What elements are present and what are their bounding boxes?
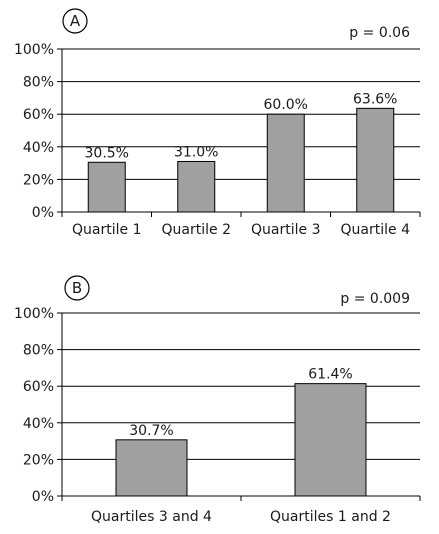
y-tick-label: 0%: [32, 489, 54, 505]
category-label: Quartile 2: [162, 222, 231, 238]
category-label: Quartile 1: [72, 222, 141, 238]
bar: [294, 383, 367, 497]
p-value-annotation: p = 0.009: [340, 291, 410, 307]
data-label: 31.0%: [174, 144, 218, 160]
data-label: 30.7%: [129, 423, 173, 439]
y-tick-label: 100%: [14, 42, 54, 58]
y-tick-label: 0%: [32, 205, 54, 221]
bar: [356, 107, 395, 213]
bar: [266, 113, 305, 213]
y-tick-label: 20%: [23, 452, 54, 468]
y-tick-label: 20%: [23, 172, 54, 188]
y-tick-label: 40%: [23, 416, 54, 432]
y-tick-label: 80%: [23, 75, 54, 91]
category-label: Quartiles 3 and 4: [91, 509, 212, 525]
bar: [115, 439, 188, 497]
y-tick-label: 40%: [23, 140, 54, 156]
y-tick-label: 100%: [14, 306, 54, 322]
chart-panel-a: 0% 20% 40% 60% 80% 100% 30.5% Quartile 1 31.0% Qu…: [14, 8, 421, 238]
panel-letter: A: [70, 12, 81, 30]
data-label: 61.4%: [308, 367, 352, 383]
y-tick-label: 60%: [23, 107, 54, 123]
p-value-annotation: p = 0.06: [349, 25, 410, 41]
panel-letter-circle: [64, 275, 90, 301]
category-label: Quartiles 1 and 2: [270, 509, 391, 525]
bar: [177, 160, 216, 213]
y-tick-label: 80%: [23, 343, 54, 359]
y-tick-label: 60%: [23, 379, 54, 395]
data-label: 63.6%: [353, 91, 397, 107]
panel-letter-circle: [62, 8, 88, 34]
data-label: 60.0%: [264, 97, 308, 113]
category-label: Quartile 4: [341, 222, 411, 238]
chart-panel-b: 0% 20% 40% 60% 80% 100% 30.7% Quartiles 3 and 4…: [14, 275, 421, 525]
data-label: 30.5%: [85, 145, 129, 161]
bar: [87, 161, 126, 213]
panel-letter: B: [72, 279, 82, 297]
category-label: Quartile 3: [251, 222, 320, 238]
